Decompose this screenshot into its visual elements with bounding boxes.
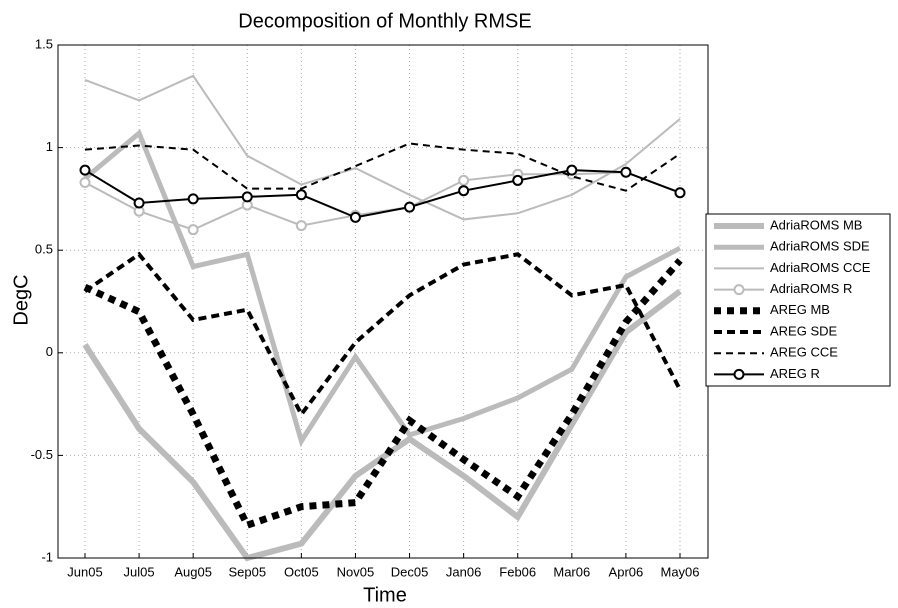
legend-marker (733, 368, 745, 380)
x-tick-label: Dec05 (391, 564, 429, 579)
series-line (83, 258, 683, 530)
series-line (84, 142, 681, 192)
x-tick-label: Sep05 (228, 564, 266, 579)
legend-label: AdriaROMS R (770, 281, 852, 296)
series-line (82, 288, 682, 562)
marker (187, 224, 199, 236)
series-line (83, 251, 682, 419)
marker (404, 201, 416, 213)
legend-label: AREG CCE (770, 345, 838, 360)
marker (620, 166, 632, 178)
y-tick-label: 1 (46, 139, 53, 154)
marker (187, 193, 199, 205)
x-tick-label: Nov05 (337, 564, 375, 579)
marker (133, 197, 145, 209)
series-line (84, 74, 681, 221)
series-line (84, 169, 681, 219)
y-axis-label: DegC (10, 274, 32, 325)
marker (295, 189, 307, 201)
marker (79, 176, 91, 188)
x-tick-label: Jul05 (124, 564, 155, 579)
legend-marker (733, 284, 745, 296)
legend-label: AREG R (770, 366, 820, 381)
x-tick-label: Aug05 (174, 564, 212, 579)
legend-label: AREG MB (770, 302, 830, 317)
legend-label: AdriaROMS CCE (770, 260, 871, 275)
plot-area (58, 45, 708, 558)
legend-label: AdriaROMS MB (770, 217, 862, 232)
x-tick-label: Oct05 (284, 564, 319, 579)
marker (512, 174, 524, 186)
y-tick-label: -0.5 (31, 447, 53, 462)
marker (349, 211, 361, 223)
x-axis-label: Time (363, 584, 407, 606)
x-tick-label: Mar06 (553, 564, 590, 579)
x-tick-label: Jun05 (67, 564, 102, 579)
marker (241, 191, 253, 203)
y-tick-label: 0 (46, 344, 53, 359)
marker (458, 174, 470, 186)
legend-label: AdriaROMS SDE (770, 239, 870, 254)
series-line (83, 129, 682, 448)
x-tick-label: Apr06 (609, 564, 644, 579)
x-tick-label: Jan06 (446, 564, 481, 579)
y-tick-label: -1 (41, 549, 53, 564)
y-tick-label: 0.5 (35, 242, 53, 257)
marker (674, 187, 686, 199)
y-tick-label: 1.5 (35, 36, 53, 51)
marker (295, 220, 307, 232)
legend-label: AREG SDE (770, 323, 838, 338)
marker (458, 185, 470, 197)
x-tick-label: May06 (660, 564, 699, 579)
x-tick-label: Feb06 (499, 564, 536, 579)
marker (566, 164, 578, 176)
series-line (84, 171, 681, 231)
legend-box (705, 213, 891, 387)
chart-title: Decomposition of Monthly RMSE (238, 10, 531, 32)
marker (79, 164, 91, 176)
